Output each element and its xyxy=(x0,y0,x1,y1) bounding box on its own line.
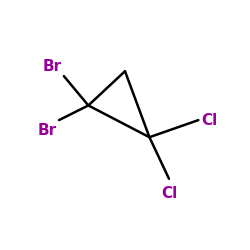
Text: Cl: Cl xyxy=(161,186,177,201)
Text: Br: Br xyxy=(38,122,56,138)
Text: Br: Br xyxy=(42,59,62,74)
Text: Cl: Cl xyxy=(201,112,217,128)
